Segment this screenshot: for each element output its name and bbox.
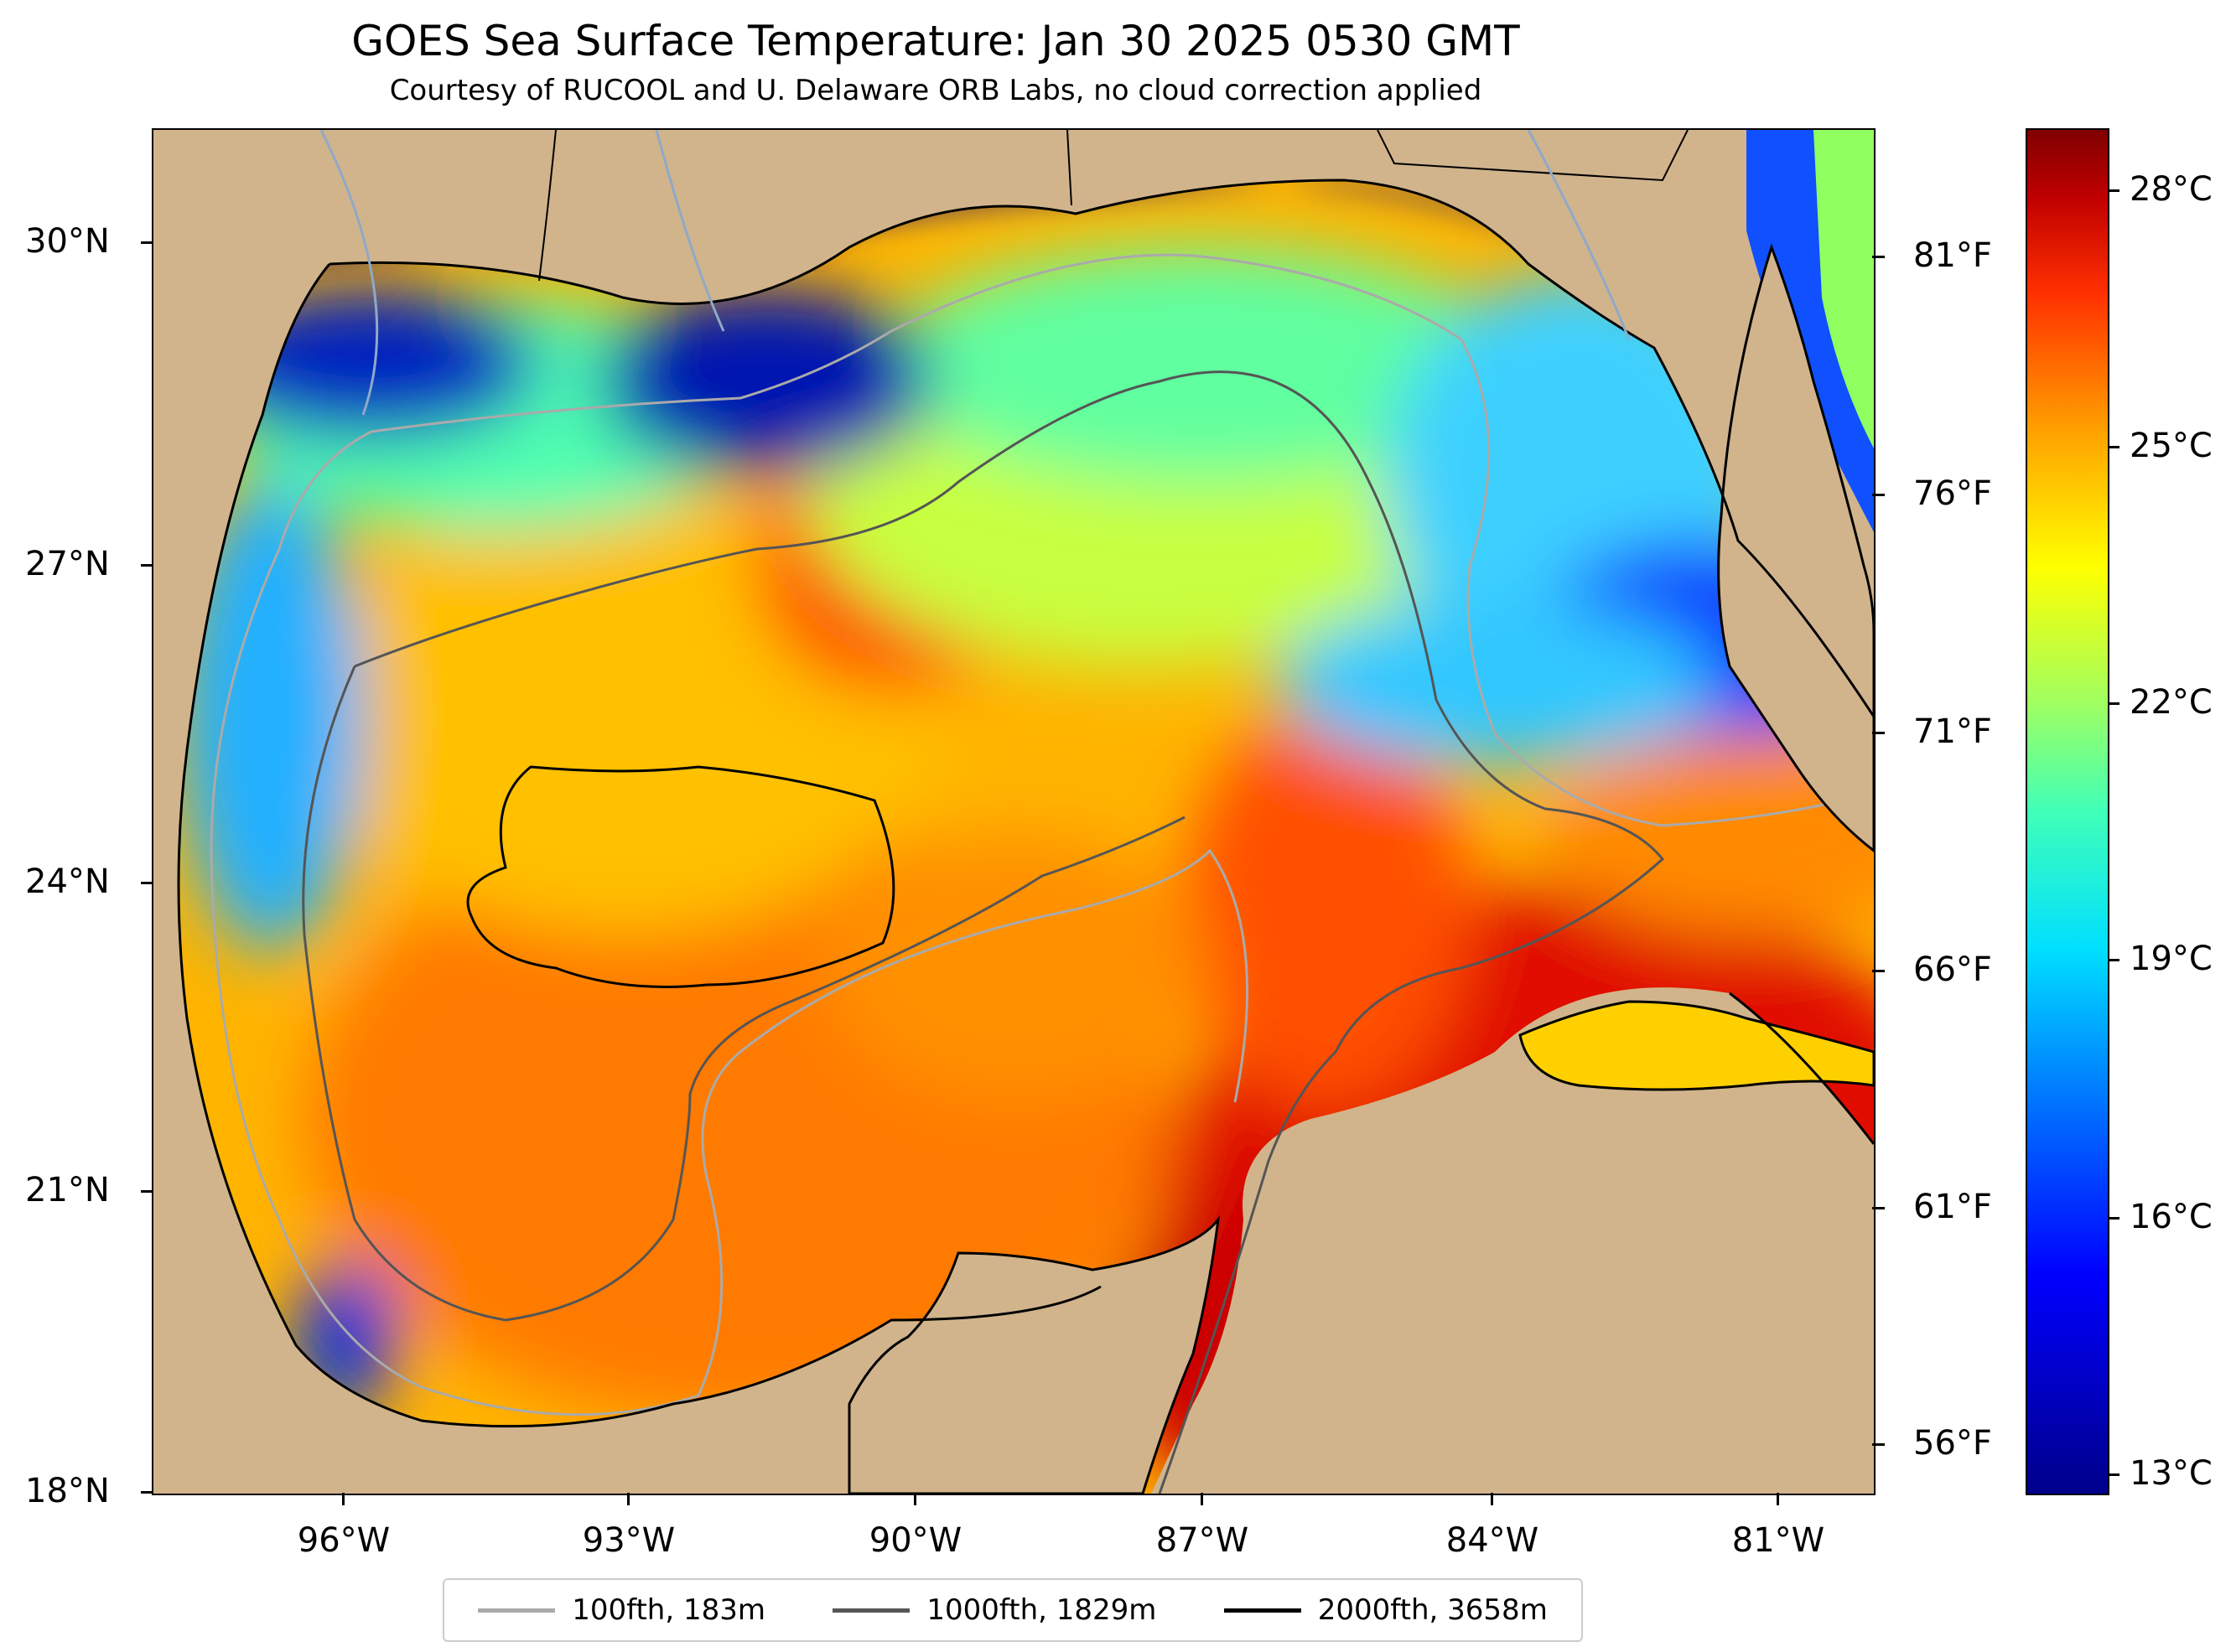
lat-label-27n: 27°N <box>25 545 110 583</box>
legend-label-2000fth: 2000fth, 3658m <box>1317 1593 1548 1627</box>
lat-tick <box>141 1491 153 1494</box>
legend-label-100fth: 100fth, 183m <box>572 1593 765 1627</box>
atlantic-warm-strip <box>1813 130 1874 448</box>
colorbar-tick <box>2108 1217 2119 1220</box>
lon-tick <box>1777 1493 1779 1505</box>
f-tick <box>1872 970 1885 972</box>
f-tick <box>1872 494 1885 496</box>
yucatan-land <box>848 1214 1221 1494</box>
lon-label-93w: 93°W <box>582 1521 676 1560</box>
lon-tick <box>342 1493 345 1505</box>
f-label-66: 66°F <box>1913 950 1992 989</box>
lon-label-81w: 81°W <box>1731 1521 1825 1560</box>
legend-entry-100fth: 100fth, 183m <box>478 1593 765 1627</box>
lat-label-21n: 21°N <box>25 1171 110 1209</box>
lat-tick <box>141 564 153 567</box>
lon-label-90w: 90°W <box>869 1521 962 1560</box>
colorbar-label-16c: 16°C <box>2130 1198 2213 1236</box>
colorbar-tick <box>2108 189 2119 192</box>
lat-tick <box>141 882 153 884</box>
f-label-81: 81°F <box>1913 236 1992 275</box>
colorbar-label-19c: 19°C <box>2130 940 2213 978</box>
f-tick <box>1872 256 1885 258</box>
f-label-56: 56°F <box>1913 1424 1992 1463</box>
lat-tick <box>141 1190 153 1193</box>
f-tick <box>1872 732 1885 734</box>
cuba-land <box>1518 1000 1874 1091</box>
lon-label-87w: 87°W <box>1155 1521 1249 1560</box>
isobath-2000fth <box>466 765 895 988</box>
legend-entry-2000fth: 2000fth, 3658m <box>1223 1593 1548 1627</box>
colorbar-tick <box>2108 446 2119 448</box>
colorbar-label-22c: 22°C <box>2130 683 2213 722</box>
lon-tick <box>627 1493 630 1505</box>
colorbar-label-25c: 25°C <box>2130 427 2213 465</box>
temperature-colorbar <box>2026 128 2109 1495</box>
isobath-100fth <box>210 253 1874 1416</box>
legend-entry-1000fth: 1000fth, 1829m <box>833 1593 1156 1627</box>
lon-label-96w: 96°W <box>297 1521 391 1560</box>
f-label-71: 71°F <box>1913 712 1992 751</box>
colorbar-tick <box>2108 1473 2119 1476</box>
lat-label-30n: 30°N <box>25 222 110 261</box>
isobaths <box>210 253 1874 1494</box>
lat-label-24n: 24°N <box>25 862 110 901</box>
lon-tick <box>1201 1493 1203 1505</box>
lat-label-18n: 18°N <box>25 1472 110 1510</box>
lon-tick <box>1491 1493 1493 1505</box>
map-subtitle: Courtesy of RUCOOL and U. Delaware ORB L… <box>389 74 1482 107</box>
colorbar-label-13c: 13°C <box>2130 1454 2213 1493</box>
sst-map-canvas <box>177 130 1874 1494</box>
legend-line-100fth <box>478 1608 556 1613</box>
lat-tick <box>141 241 153 244</box>
lon-label-84w: 84°W <box>1445 1521 1539 1560</box>
colorbar-tick <box>2108 702 2119 705</box>
f-label-61: 61°F <box>1913 1188 1992 1226</box>
f-label-76: 76°F <box>1913 474 1992 513</box>
coastline <box>177 179 1874 1428</box>
lon-tick <box>914 1493 916 1505</box>
borders-rivers <box>319 130 1689 416</box>
isobath-1000fth <box>302 370 1665 1494</box>
map-title: GOES Sea Surface Temperature: Jan 30 202… <box>351 17 1520 65</box>
f-tick <box>1872 1207 1885 1209</box>
gulf-sst-field <box>179 180 1874 1494</box>
colorbar-tick <box>2108 959 2119 961</box>
f-tick <box>1872 1443 1885 1446</box>
legend-line-2000fth <box>1223 1608 1301 1613</box>
colorbar-label-28c: 28°C <box>2130 170 2213 209</box>
sst-map <box>152 128 1876 1495</box>
legend-line-1000fth <box>833 1608 911 1613</box>
legend-label-1000fth: 1000fth, 1829m <box>926 1593 1157 1627</box>
isobath-legend: 100fth, 183m 1000fth, 1829m 2000fth, 365… <box>443 1578 1583 1642</box>
